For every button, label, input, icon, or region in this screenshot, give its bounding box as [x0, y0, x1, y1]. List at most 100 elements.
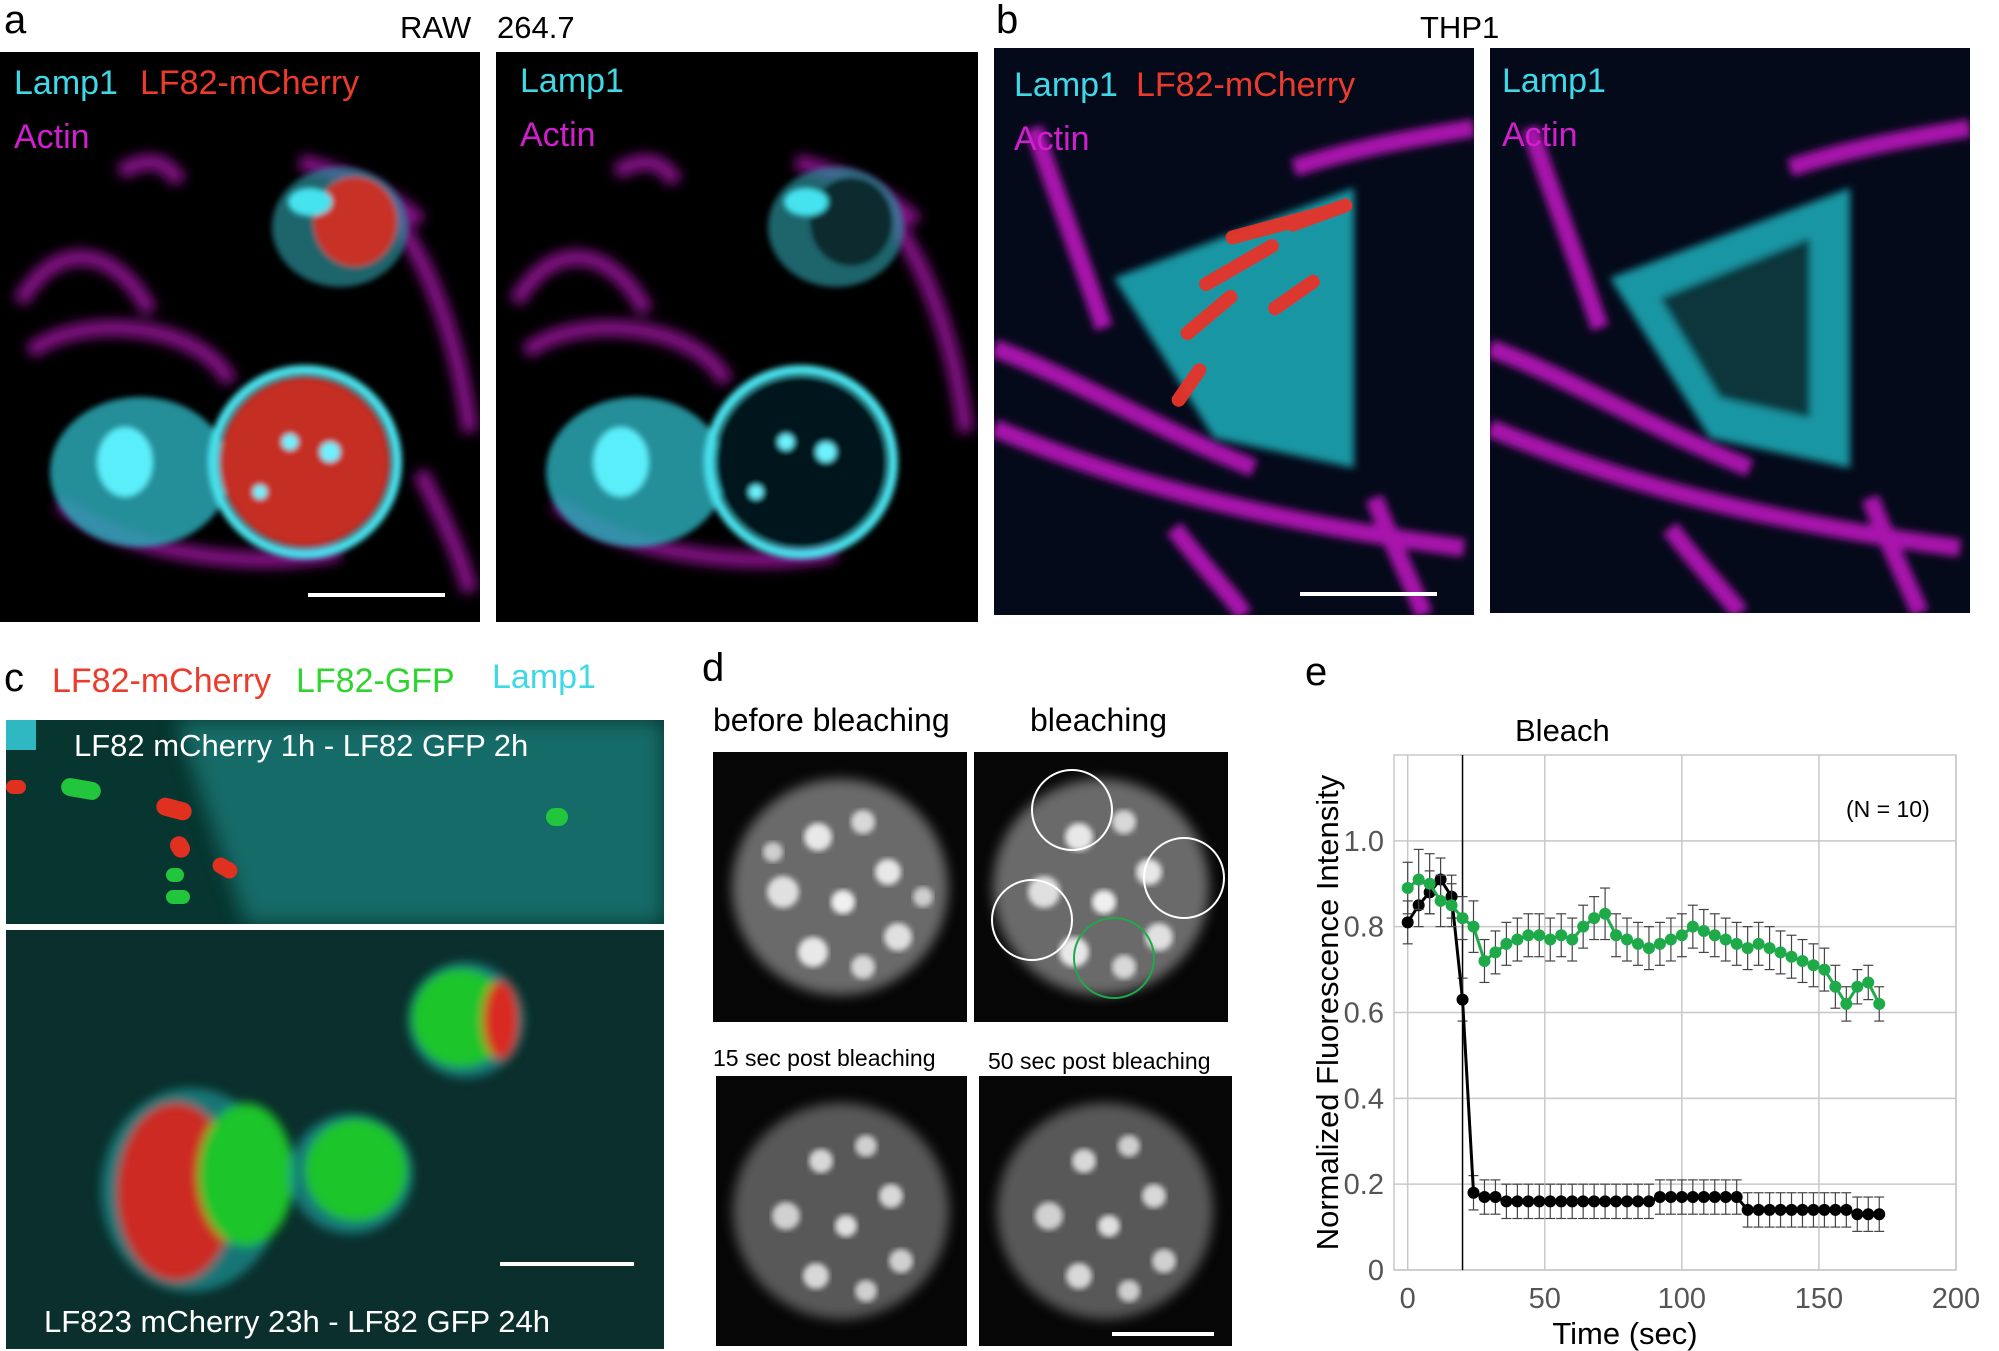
panel-b-left-label-lamp1: Lamp1 — [1014, 66, 1118, 104]
panel-c-top-caption: LF82 mCherry 1h - LF82 GFP 2h — [74, 728, 529, 763]
y-tick-label: 1.0 — [1344, 826, 1384, 858]
panel-d-title-bleaching: bleaching — [1030, 702, 1167, 738]
panel-c-letter: c — [4, 656, 24, 700]
panel-a-right-label-lamp1: Lamp1 — [520, 62, 624, 100]
data-point — [1664, 1191, 1677, 1204]
data-point — [1642, 942, 1655, 955]
panel-c-bottom-image: LF823 mCherry 23h - LF82 GFP 24h — [6, 930, 664, 1349]
panel-b-merged-image: Lamp1 LF82-mCherry Actin — [994, 48, 1474, 615]
panel-a-lamp1-actin-image: Lamp1 Actin — [496, 52, 978, 622]
data-point — [1730, 1191, 1743, 1204]
panel-c-top-micrograph — [6, 720, 664, 924]
panel-b-letter: b — [996, 0, 1019, 42]
panel-d-image-bleaching — [974, 752, 1228, 1022]
data-point — [1588, 1195, 1601, 1208]
data-point — [1719, 1191, 1732, 1204]
data-point — [1489, 946, 1502, 959]
data-point — [1840, 997, 1853, 1010]
bleach-roi-circle-green — [1073, 917, 1155, 999]
x-axis-title: Time (sec) — [1552, 1316, 1697, 1351]
y-tick-label: 0 — [1368, 1255, 1384, 1287]
data-point — [1862, 1208, 1875, 1221]
bleach-roi-circle — [991, 879, 1073, 961]
series-group — [1401, 857, 1886, 1232]
panel-d-image-15sec — [716, 1076, 967, 1346]
data-point — [1862, 976, 1875, 989]
data-point — [1873, 997, 1886, 1010]
panel-b-left-label-mcherry: LF82-mCherry — [1136, 66, 1356, 104]
data-point — [1610, 929, 1623, 942]
data-point — [1533, 929, 1546, 942]
data-point — [1774, 946, 1787, 959]
data-point — [1500, 1195, 1513, 1208]
x-tick-label: 50 — [1529, 1283, 1561, 1315]
data-point — [1511, 933, 1524, 946]
data-point — [1478, 1191, 1491, 1204]
data-point — [1544, 933, 1557, 946]
data-point — [1708, 1191, 1721, 1204]
panel-a-merged-image: Lamp1 LF82-mCherry Actin — [0, 52, 480, 622]
data-point — [1566, 1195, 1579, 1208]
panel-a-letter: a — [4, 0, 27, 42]
data-point — [1467, 920, 1480, 933]
data-point — [1445, 899, 1458, 912]
y-axis-title: Normalized Fluorescence Intensity — [1310, 774, 1345, 1250]
data-point — [1840, 1203, 1853, 1216]
data-point — [1631, 937, 1644, 950]
data-point — [1423, 877, 1436, 890]
data-point — [1719, 933, 1732, 946]
data-point — [1774, 1203, 1787, 1216]
data-point — [1555, 1195, 1568, 1208]
panel-a-left-label-lamp1: Lamp1 — [14, 64, 118, 102]
panel-d-50sec-micrograph — [997, 1103, 1213, 1319]
x-tick-label: 200 — [1932, 1283, 1980, 1315]
panel-a-merged-micrograph — [13, 154, 478, 594]
data-point — [1467, 1186, 1480, 1199]
data-point — [1675, 1191, 1688, 1204]
data-point — [1522, 1195, 1535, 1208]
panel-a-left-label-actin: Actin — [14, 118, 90, 156]
panel-a-scale-bar — [308, 593, 445, 597]
data-point — [1697, 924, 1710, 937]
data-point — [1741, 942, 1754, 955]
panel-e-bleach-label: Bleach — [1515, 713, 1610, 748]
data-point — [1642, 1195, 1655, 1208]
panel-d-image-before — [713, 752, 967, 1022]
data-point — [1631, 1195, 1644, 1208]
panel-d-15sec-micrograph — [733, 1103, 949, 1319]
panel-b-cell-line: THP1 — [1420, 10, 1500, 45]
panel-b-merged-micrograph — [994, 119, 1474, 615]
data-point — [1599, 907, 1612, 920]
data-point — [1708, 929, 1721, 942]
x-tick-label: 0 — [1400, 1283, 1416, 1315]
data-point — [1664, 933, 1677, 946]
panel-c-legend-gfp: LF82-GFP — [296, 662, 455, 700]
panel-b-lamp1-actin-micrograph — [1490, 119, 1970, 613]
data-point — [1456, 993, 1469, 1006]
data-point — [1511, 1195, 1524, 1208]
data-point — [1566, 933, 1579, 946]
panel-d-bleaching-micrograph — [991, 769, 1225, 999]
data-point — [1829, 980, 1842, 993]
data-point — [1851, 1208, 1864, 1221]
data-point — [1653, 937, 1666, 950]
data-point — [1807, 1203, 1820, 1216]
panel-e-n-label: (N = 10) — [1846, 796, 1930, 822]
data-point — [1796, 1203, 1809, 1216]
data-point — [1741, 1203, 1754, 1216]
data-point — [1434, 894, 1447, 907]
panel-d-scale-bar — [1112, 1332, 1214, 1336]
data-point — [1653, 1191, 1666, 1204]
panel-c-bottom-caption: LF823 mCherry 23h - LF82 GFP 24h — [44, 1304, 551, 1339]
panel-c-top-image: LF82 mCherry 1h - LF82 GFP 2h — [6, 720, 664, 924]
data-point — [1621, 1195, 1634, 1208]
panel-c-scale-bar — [500, 1262, 634, 1266]
data-point — [1851, 980, 1864, 993]
chart-series — [1401, 848, 1886, 1232]
data-point — [1456, 912, 1469, 925]
data-point — [1610, 1195, 1623, 1208]
panel-b-scale-bar — [1300, 592, 1437, 596]
panel-a-left-label-mcherry: LF82-mCherry — [140, 64, 360, 102]
data-point — [1577, 920, 1590, 933]
data-point — [1763, 1203, 1776, 1216]
